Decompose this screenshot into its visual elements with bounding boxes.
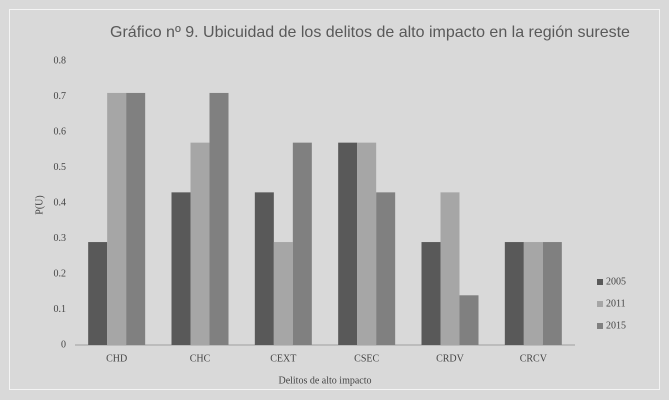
y-tick-label: 0.3 [54,233,67,244]
bar [209,92,229,345]
legend-label: 2011 [606,298,626,309]
bar [273,242,293,345]
legend-swatch [597,323,603,329]
legend-swatch [597,279,603,285]
bar [254,192,274,345]
chart-frame [9,9,660,390]
bar [126,92,146,345]
bar [459,295,479,345]
bar [421,242,441,345]
x-tick-label: CHD [106,353,127,364]
legend-swatch [597,301,603,307]
bar [107,92,127,345]
bar [440,192,460,345]
bar [542,242,562,345]
y-tick-label: 0.2 [54,268,67,279]
y-axis-label: P(U) [34,195,45,214]
x-tick-label: CSEC [354,353,379,364]
x-tick-label: CHC [190,353,211,364]
bar [338,142,358,345]
bar [292,142,312,345]
x-tick-label: CRDV [436,353,465,364]
x-tick-label: CEXT [270,353,296,364]
x-axis-label: Delitos de alto impacto [278,375,371,386]
y-tick-label: 0 [61,339,66,350]
bar [357,142,377,345]
bar [171,192,191,345]
y-tick-label: 0.5 [54,162,67,173]
y-tick-label: 0.8 [54,55,67,66]
y-tick-label: 0.7 [54,91,67,102]
bar [376,192,396,345]
y-tick-label: 0.6 [54,126,67,137]
bar [523,242,543,345]
x-tick-label: CRCV [520,353,548,364]
legend-label: 2005 [606,276,626,287]
legend-label: 2015 [606,320,626,331]
bar [88,242,108,345]
bar [190,142,210,345]
bar [504,242,524,345]
chart-title: Gráfico nº 9. Ubicuidad de los delitos d… [110,24,630,41]
y-tick-label: 0.1 [54,304,67,315]
y-tick-label: 0.4 [54,197,67,208]
